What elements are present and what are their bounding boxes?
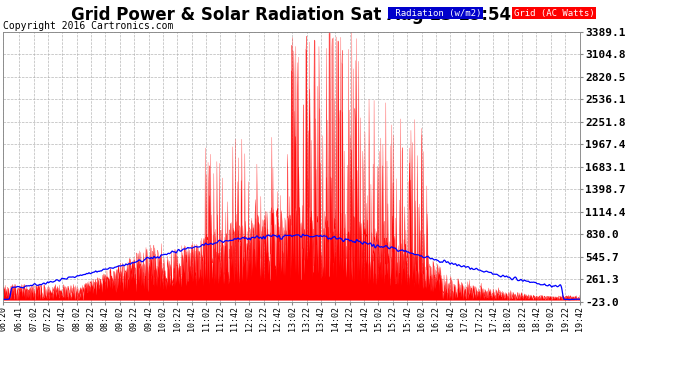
Text: Copyright 2016 Cartronics.com: Copyright 2016 Cartronics.com: [3, 21, 174, 31]
Text: Grid (AC Watts): Grid (AC Watts): [514, 9, 595, 18]
Text: Grid Power & Solar Radiation Sat Aug 13 19:54: Grid Power & Solar Radiation Sat Aug 13 …: [72, 6, 511, 24]
Text: Radiation (w/m2): Radiation (w/m2): [390, 9, 481, 18]
